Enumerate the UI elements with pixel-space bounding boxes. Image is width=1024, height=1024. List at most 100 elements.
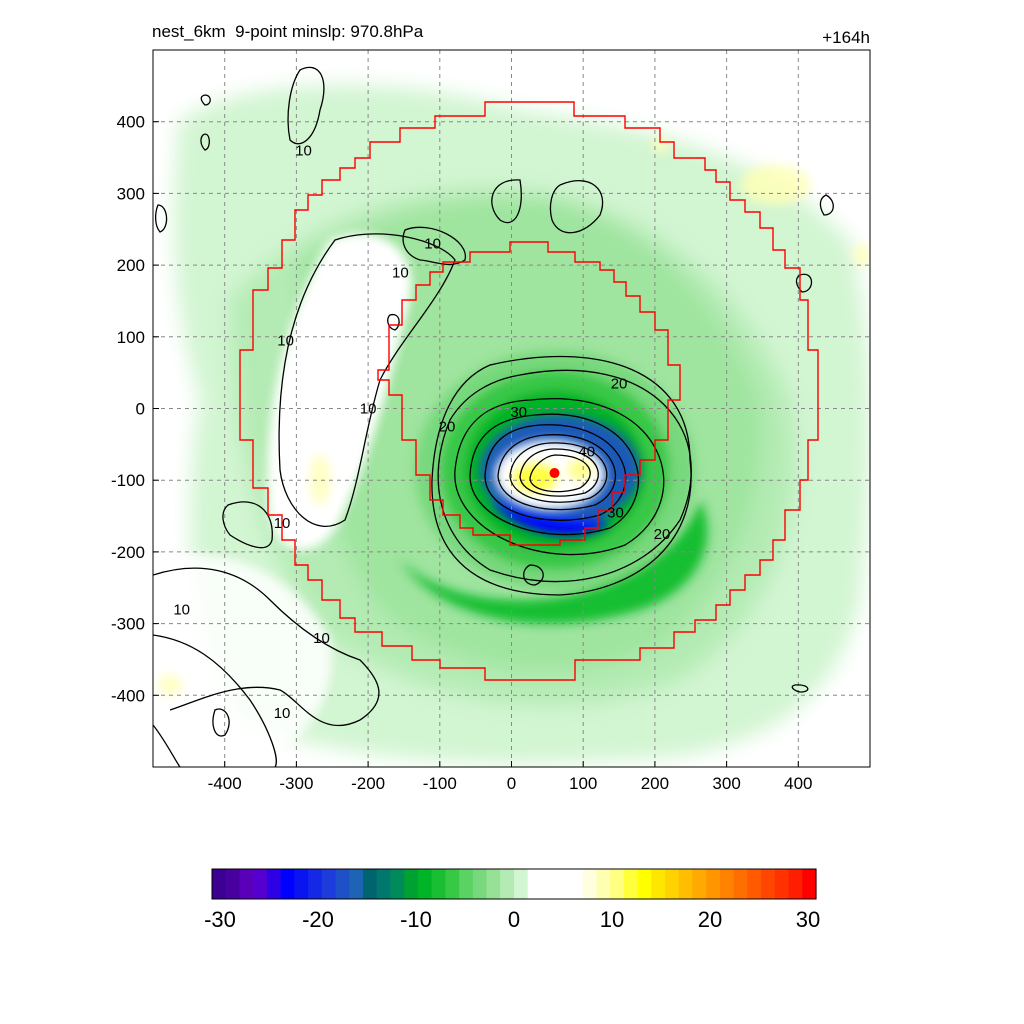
colorbar-swatch: [678, 869, 694, 899]
colorbar-swatch: [637, 869, 652, 899]
storm-center-marker: [549, 468, 560, 479]
colorbar-swatch: [651, 869, 666, 899]
colorbar-swatches: [212, 869, 817, 899]
contour-label: 10: [360, 401, 377, 418]
x-tick-label: 300: [712, 774, 740, 793]
colorbar-swatch: [349, 869, 364, 899]
colorbar-frame: [211, 868, 817, 900]
contour-label: 10: [274, 515, 291, 532]
colorbar-swatch: [239, 869, 254, 899]
colorbar-swatch: [417, 869, 433, 899]
y-tick-label: 200: [117, 256, 145, 275]
colorbar-tick-label: 30: [796, 907, 820, 932]
y-tick-label: 100: [117, 328, 145, 347]
contour-label: 20: [439, 418, 456, 435]
colorbar-swatch: [321, 869, 337, 899]
colorbar-swatch: [706, 869, 721, 899]
colorbar-swatch: [582, 869, 597, 899]
colorbar-swatch: [459, 869, 474, 899]
colorbar-swatch: [280, 869, 295, 899]
colorbar-swatch: [308, 869, 323, 899]
colorbar-swatch: [665, 869, 680, 899]
colorbar-tick-label: -10: [400, 907, 432, 932]
plot-area: 10 10 10 10 10 10 10 10 10 20 20 20 30 30 40: [152, 49, 871, 768]
contour-label: 10: [274, 705, 291, 722]
colorbar-swatch: [555, 869, 570, 899]
contour-label: 30: [510, 404, 527, 421]
forecast-hour-label: +164h: [822, 28, 870, 47]
colorbar-swatch: [514, 869, 529, 899]
colorbar-tick-label: -30: [204, 907, 236, 932]
x-tick-label: 400: [784, 774, 812, 793]
colorbar-swatch: [692, 869, 707, 899]
y-tick-label: 0: [136, 400, 145, 419]
contour-label: 10: [173, 601, 190, 618]
colorbar-swatch: [719, 869, 735, 899]
x-tick-label: -400: [208, 774, 242, 793]
colorbar-swatch: [363, 869, 378, 899]
colorbar-swatch: [733, 869, 748, 899]
colorbar-swatch: [802, 869, 817, 899]
colorbar-swatch: [390, 869, 405, 899]
colorbar-swatch: [623, 869, 639, 899]
colorbar-swatch: [568, 869, 584, 899]
x-tick-label: 0: [507, 774, 516, 793]
y-tick-label: 400: [117, 113, 145, 132]
colorbar-swatch: [404, 869, 419, 899]
contour-labels: 10 10 10 10 10 10 10 10 10 20 20 20 30 30 40: [173, 142, 670, 722]
inner-nest-boundary: [377, 241, 681, 546]
colorbar-swatch: [376, 869, 392, 899]
colorbar-tick-label: 20: [698, 907, 722, 932]
contour-label: 10: [313, 630, 330, 647]
x-tick-label: -200: [351, 774, 385, 793]
y-tick-label: -300: [111, 615, 145, 634]
colorbar-swatch: [527, 869, 543, 899]
colorbar-tick-labels: -30 -20 -10 0 10 20 30: [204, 907, 820, 932]
colorbar-swatch: [610, 869, 625, 899]
colorbar-swatch: [472, 869, 488, 899]
colorbar-swatch: [294, 869, 309, 899]
colorbar-swatch: [500, 869, 515, 899]
shaded-field: [158, 85, 870, 765]
colorbar-swatch: [445, 869, 460, 899]
contour-label: 20: [611, 375, 628, 392]
colorbar-swatch: [747, 869, 762, 899]
contour-label: 10: [424, 236, 441, 253]
outer-nest-boundary: [239, 101, 819, 681]
colorbar-swatch: [335, 869, 350, 899]
x-tick-label: -100: [423, 774, 457, 793]
contour-label: 10: [295, 142, 312, 159]
colorbar-swatch: [761, 869, 776, 899]
colorbar-swatch: [788, 869, 803, 899]
y-tick-label: -100: [111, 471, 145, 490]
colorbar-swatch: [212, 869, 227, 899]
x-tick-label: 200: [641, 774, 669, 793]
colorbar-tick-label: 0: [508, 907, 520, 932]
contour-label: 30: [607, 504, 624, 521]
colorbar-swatch: [253, 869, 268, 899]
colorbar-swatch: [541, 869, 556, 899]
x-tick-label: 100: [569, 774, 597, 793]
y-tick-label: -200: [111, 543, 145, 562]
colorbar-swatch: [431, 869, 446, 899]
contour-label: 10: [277, 332, 294, 349]
x-axis: -400 -300 -200 -100 0 100 200 300 400: [208, 761, 812, 793]
colorbar-swatch: [596, 869, 611, 899]
nest-domain-boxes: [239, 101, 819, 681]
y-tick-label: 300: [117, 184, 145, 203]
colorbar-tick-label: 10: [600, 907, 624, 932]
contour-label: 20: [654, 526, 671, 543]
colorbar-swatch: [774, 869, 790, 899]
colorbar-swatch: [486, 869, 501, 899]
colorbar-swatch: [266, 869, 282, 899]
y-axis: -400 -300 -200 -100 0 100 200 300 400: [111, 113, 159, 705]
contour-lines: [153, 66, 834, 767]
colorbar-swatch: [225, 869, 241, 899]
colorbar-tick-label: -20: [302, 907, 334, 932]
contour-label: 40: [578, 444, 595, 461]
colorbar: -30 -20 -10 0 10 20 30: [204, 868, 820, 932]
chart-title: nest_6km 9-point minslp: 970.8hPa: [152, 22, 424, 41]
y-tick-label: -400: [111, 686, 145, 705]
contour-label: 10: [392, 264, 409, 281]
